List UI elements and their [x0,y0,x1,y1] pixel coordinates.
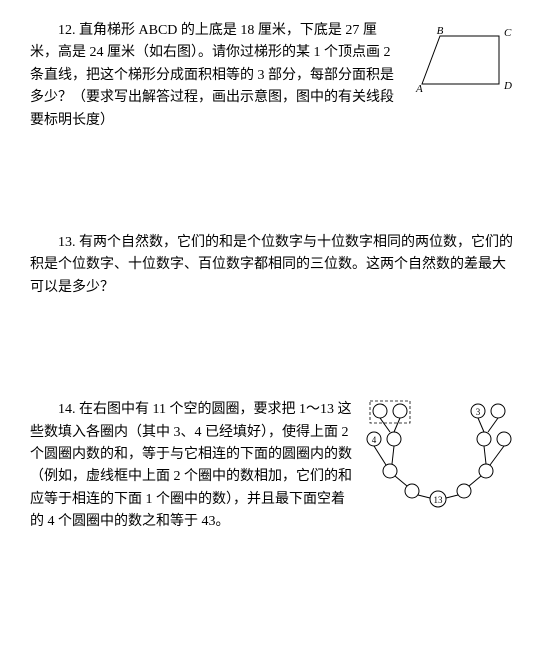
problem-13-body: 有两个自然数，它们的和是个位数字与十位数字相同的两位数，它们的积是个位数字、十位… [30,235,513,295]
problem-14-text: 14. 在右图中有 11 个空的圆圈，要求把 1～13 这些数填入各圈内（其中 … [30,399,358,533]
label-3: 3 [476,407,481,417]
problem-14-row: 14. 在右图中有 11 个空的圆圈，要求把 1～13 这些数填入各圈内（其中 … [30,399,514,533]
problem-12: 12. 直角梯形 ABCD 的上底是 18 厘米，下底是 27 厘米，高是 24… [30,20,514,132]
problem-14-body: 在右图中有 11 个空的圆圈，要求把 1～13 这些数填入各圈内（其中 3、4 … [30,402,352,529]
problem-14-number: 14. [58,402,76,417]
label-c: C [504,27,512,39]
problem-12-text: 12. 直角梯形 ABCD 的上底是 18 厘米，下底是 27 厘米，高是 24… [30,20,404,132]
problem-12-figure: B C A D [404,20,514,132]
problem-12-number: 12. [58,23,76,38]
problem-14-figure: 3 4 13 [358,399,514,533]
problem-14: 14. 在右图中有 11 个空的圆圈，要求把 1～13 这些数填入各圈内（其中 … [30,399,514,533]
label-b: B [437,25,444,37]
label-4: 4 [372,435,377,445]
label-a: A [415,83,423,95]
circle-graph-icon: 3 4 13 [364,399,514,519]
label-13: 13 [434,495,444,505]
problem-13-text: 13. 有两个自然数，它们的和是个位数字与十位数字相同的两位数，它们的积是个位数… [30,232,514,299]
trapezoid-icon: B C A D [404,24,514,104]
problem-12-body: 直角梯形 ABCD 的上底是 18 厘米，下底是 27 厘米，高是 24 厘米（… [30,23,394,128]
problem-13: 13. 有两个自然数，它们的和是个位数字与十位数字相同的两位数，它们的积是个位数… [30,232,514,299]
problem-13-number: 13. [58,235,76,250]
label-d: D [503,80,512,92]
problem-12-row: 12. 直角梯形 ABCD 的上底是 18 厘米，下底是 27 厘米，高是 24… [30,20,514,132]
